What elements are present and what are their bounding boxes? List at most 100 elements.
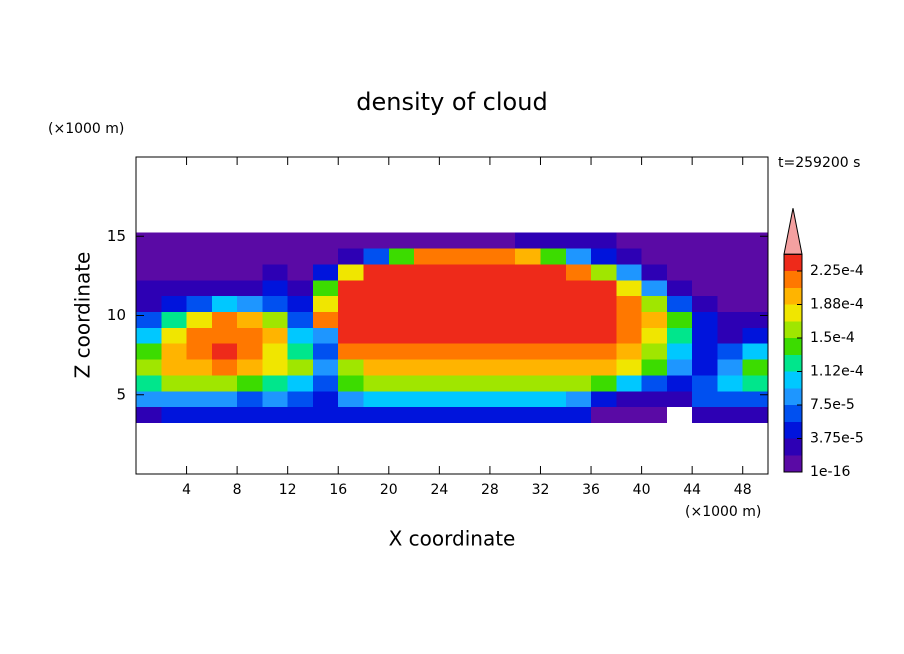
contour-cell	[515, 279, 541, 297]
contour-cell	[186, 232, 213, 249]
contour-cell	[338, 406, 365, 423]
y-tick-label: 15	[107, 227, 126, 245]
contour-cell	[262, 248, 289, 265]
contour-cell	[717, 406, 744, 423]
contour-cell	[287, 311, 314, 328]
contour-cell	[211, 359, 238, 376]
contour-cell	[717, 248, 744, 265]
contour-cell	[363, 279, 390, 297]
contour-cell	[287, 263, 314, 281]
contour-cell	[692, 390, 718, 408]
contour-cell	[666, 311, 693, 328]
contour-cell	[616, 232, 643, 249]
contour-cell	[565, 295, 592, 313]
contour-cell	[565, 406, 592, 423]
contour-cell	[388, 311, 415, 328]
contour-cell	[591, 311, 617, 328]
contour-cell	[742, 390, 769, 408]
contour-cell	[414, 359, 440, 376]
contour-cell	[186, 390, 213, 408]
contour-cell	[641, 263, 668, 281]
contour-cell	[211, 248, 238, 265]
colorbar-label: 2.25e-4	[810, 263, 864, 279]
contour-cell	[641, 311, 668, 328]
contour-cell	[591, 327, 617, 344]
contour-cell	[616, 248, 643, 265]
contour-cell	[161, 374, 188, 392]
contour-cell	[363, 327, 390, 344]
contour-cell	[186, 248, 213, 265]
contour-cell	[464, 232, 491, 249]
contour-cell	[388, 248, 415, 265]
colorbar-label: 1e-16	[810, 464, 850, 480]
contour-cell	[388, 263, 415, 281]
contour-cell	[692, 311, 718, 328]
contour-cell	[666, 295, 693, 313]
contour-cell	[439, 263, 466, 281]
contour-cell	[414, 232, 440, 249]
contour-cell	[211, 295, 238, 313]
x-tick-label: 8	[233, 482, 242, 498]
contour-cell	[414, 295, 440, 313]
x-tick-label: 12	[279, 482, 297, 498]
contour-cell	[211, 374, 238, 392]
contour-cell	[161, 248, 188, 265]
y-tick-label: 10	[107, 306, 126, 324]
y-axis-title: Z coordinate	[71, 252, 95, 379]
contour-cell	[338, 327, 365, 344]
colorbar-band	[784, 371, 802, 389]
contour-cell	[161, 279, 188, 297]
x-tick-label: 24	[430, 482, 448, 498]
contour-cell	[717, 343, 744, 360]
contour-cell	[338, 295, 365, 313]
contour-cell	[186, 343, 213, 360]
contour-cell	[388, 232, 415, 249]
contour-cell	[540, 374, 567, 392]
contour-cell	[211, 279, 238, 297]
contour-cell	[237, 279, 263, 297]
contour-cell	[692, 248, 718, 265]
contour-cell	[161, 311, 188, 328]
contour-cell	[363, 311, 390, 328]
contour-cell	[666, 406, 693, 423]
contour-cell	[363, 232, 390, 249]
contour-cell	[641, 327, 668, 344]
contour-cell	[742, 248, 769, 265]
contour-cell	[136, 359, 162, 376]
contour-cell	[515, 263, 541, 281]
contour-cell	[692, 263, 718, 281]
contour-cell	[540, 406, 567, 423]
contour-cell	[388, 279, 415, 297]
contour-cell	[414, 311, 440, 328]
contour-cell	[742, 263, 769, 281]
contour-cell	[439, 327, 466, 344]
contour-cell	[464, 327, 491, 344]
contour-cell	[464, 359, 491, 376]
contour-cell	[742, 327, 769, 344]
contour-cell	[540, 295, 567, 313]
contour-cell	[262, 263, 289, 281]
contour-cell	[464, 374, 491, 392]
contour-cell	[489, 343, 516, 360]
contour-cell	[540, 390, 567, 408]
contour-cell	[717, 295, 744, 313]
contour-cell	[312, 359, 339, 376]
contour-cell	[237, 374, 263, 392]
contour-cell	[489, 248, 516, 265]
contour-cell	[540, 311, 567, 328]
contour-cell	[136, 406, 162, 423]
contour-cell	[161, 295, 188, 313]
contour-cell	[287, 374, 314, 392]
contour-cell	[136, 311, 162, 328]
contour-cell	[717, 359, 744, 376]
contour-cell	[312, 390, 339, 408]
colorbar-band	[784, 304, 802, 322]
contour-cell	[515, 232, 541, 249]
contour-cell	[616, 390, 643, 408]
contour-cell	[742, 311, 769, 328]
contour-cell	[489, 374, 516, 392]
colorbar-label: 1.12e-4	[810, 364, 864, 380]
contour-cell	[287, 327, 314, 344]
contour-cell	[338, 359, 365, 376]
x-tick-label: 16	[329, 482, 347, 498]
